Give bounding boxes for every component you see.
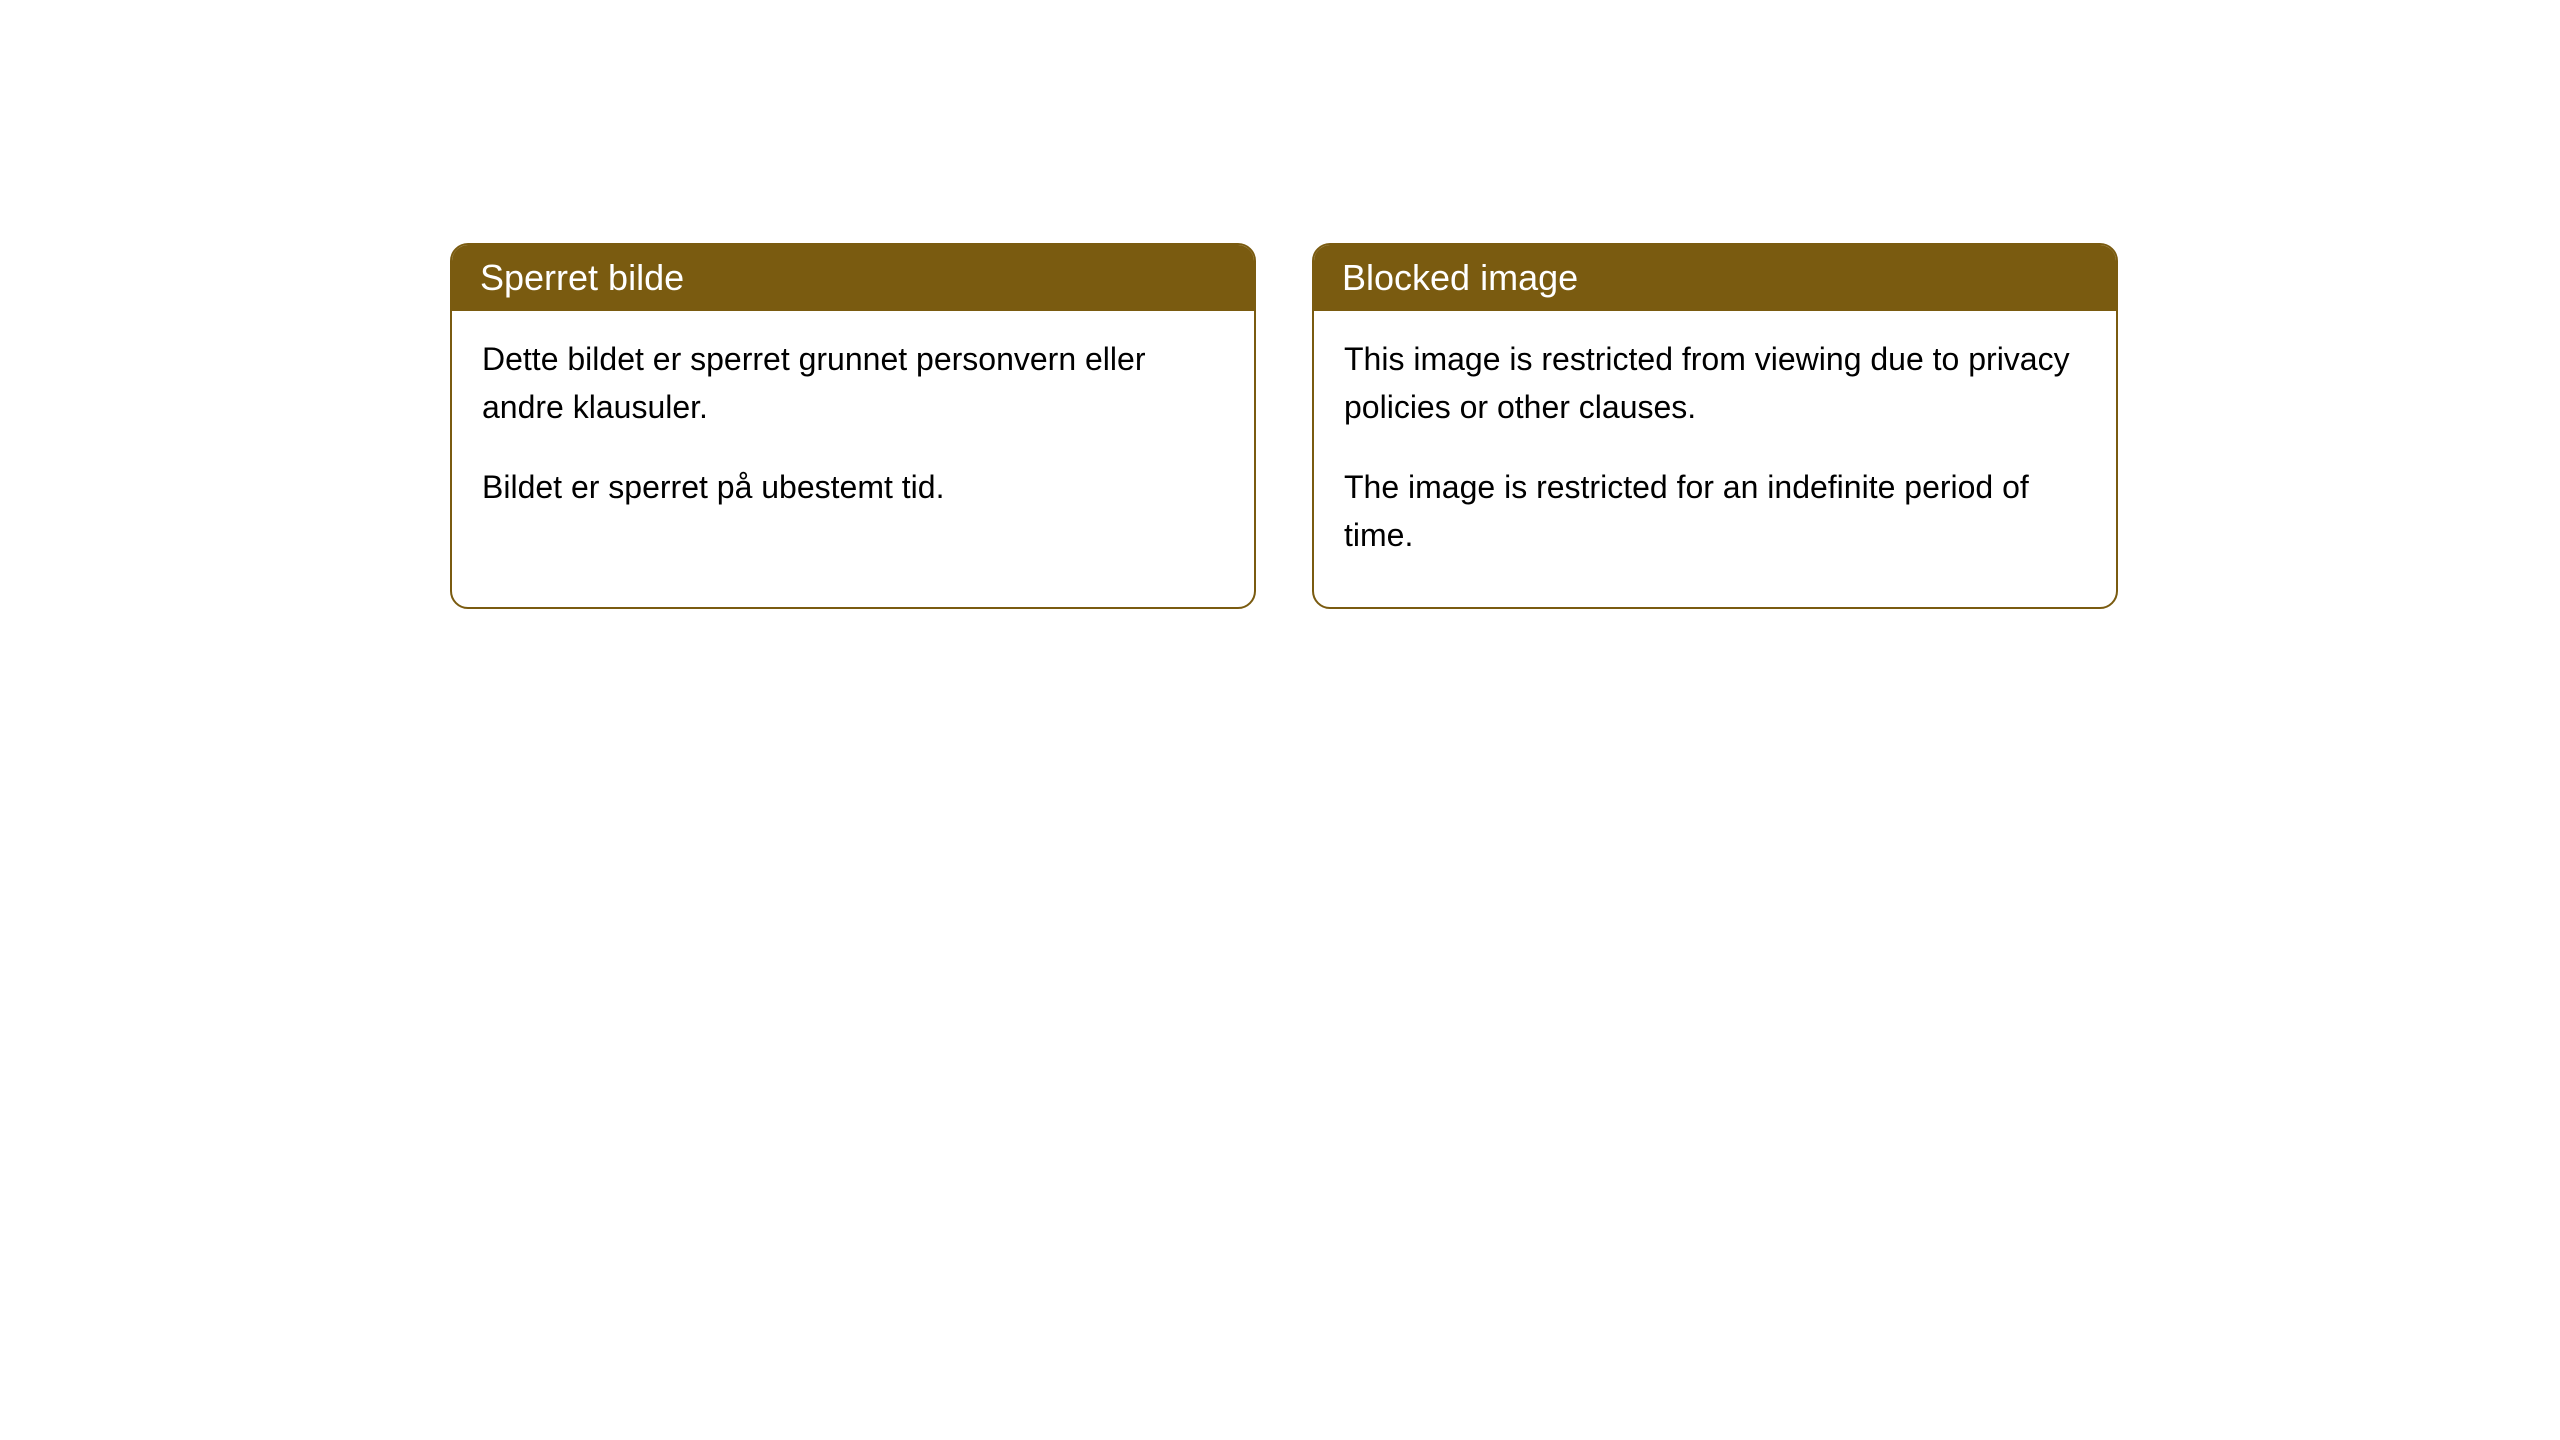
card-paragraph: This image is restricted from viewing du… — [1344, 335, 2086, 431]
card-english: Blocked image This image is restricted f… — [1312, 243, 2118, 609]
card-norwegian: Sperret bilde Dette bildet er sperret gr… — [450, 243, 1256, 609]
card-header-norwegian: Sperret bilde — [452, 245, 1254, 311]
card-title: Blocked image — [1342, 257, 1578, 298]
card-body-norwegian: Dette bildet er sperret grunnet personve… — [452, 311, 1254, 559]
card-paragraph: Bildet er sperret på ubestemt tid. — [482, 463, 1224, 511]
card-paragraph: Dette bildet er sperret grunnet personve… — [482, 335, 1224, 431]
card-header-english: Blocked image — [1314, 245, 2116, 311]
card-paragraph: The image is restricted for an indefinit… — [1344, 463, 2086, 559]
card-title: Sperret bilde — [480, 257, 684, 298]
card-container: Sperret bilde Dette bildet er sperret gr… — [450, 243, 2118, 609]
card-body-english: This image is restricted from viewing du… — [1314, 311, 2116, 607]
